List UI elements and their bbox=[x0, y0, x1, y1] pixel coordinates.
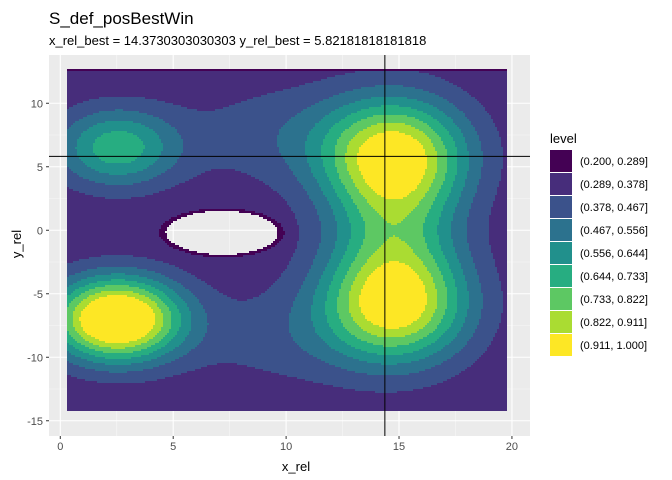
legend-label: (0.467, 0.556] bbox=[580, 225, 648, 237]
chart-subtitle: x_rel_best = 14.3730303030303 y_rel_best… bbox=[49, 33, 426, 48]
chart-title: S_def_posBestWin bbox=[49, 9, 194, 28]
legend-key bbox=[550, 150, 572, 172]
legend-label: (0.556, 0.644] bbox=[580, 248, 648, 260]
legend-key bbox=[550, 196, 572, 218]
legend-key bbox=[550, 288, 572, 310]
x-tick-label: 10 bbox=[280, 441, 292, 453]
legend-items: (0.200, 0.289] (0.289, 0.378] (0.378, 0.46… bbox=[550, 150, 648, 356]
legend-key bbox=[550, 219, 572, 241]
legend-label: (0.644, 0.733] bbox=[580, 271, 648, 283]
y-tick-label: 0 bbox=[37, 225, 43, 237]
y-tick-label: -10 bbox=[27, 352, 43, 364]
x-tick-label: 15 bbox=[393, 441, 405, 453]
x-axis-ticks: 0 5 10 15 20 bbox=[57, 436, 518, 453]
legend-label: (0.822, 0.911] bbox=[580, 317, 647, 329]
y-tick-label: -5 bbox=[33, 289, 43, 301]
best-point-crosshair bbox=[49, 55, 530, 436]
legend-label: (0.378, 0.467] bbox=[580, 202, 648, 214]
y-tick-label: -15 bbox=[27, 416, 43, 428]
legend-label: (0.911, 1.000] bbox=[580, 340, 647, 352]
legend-label: (0.289, 0.378] bbox=[580, 179, 648, 191]
legend-key bbox=[550, 265, 572, 287]
contour-bands bbox=[67, 69, 507, 411]
legend-label: (0.733, 0.822] bbox=[580, 294, 648, 306]
legend-key bbox=[550, 311, 572, 333]
legend-key bbox=[550, 173, 572, 195]
legend-label: (0.200, 0.289] bbox=[580, 156, 648, 168]
y-tick-label: 5 bbox=[37, 162, 43, 174]
contour-band bbox=[79, 131, 427, 343]
y-tick-label: 10 bbox=[31, 98, 43, 110]
legend-title: level bbox=[550, 131, 577, 146]
legend: level (0.200, 0.289] (0.289, 0.378] (0.378… bbox=[550, 131, 648, 356]
y-axis-title: y_rel bbox=[9, 230, 24, 258]
x-tick-label: 20 bbox=[506, 441, 518, 453]
x-tick-label: 5 bbox=[170, 441, 176, 453]
x-tick-label: 0 bbox=[57, 441, 63, 453]
x-axis-title: x_rel bbox=[282, 459, 310, 474]
y-axis-ticks: -15 -10 -5 0 5 10 bbox=[27, 98, 49, 428]
legend-key bbox=[550, 242, 572, 264]
legend-key bbox=[550, 334, 572, 356]
